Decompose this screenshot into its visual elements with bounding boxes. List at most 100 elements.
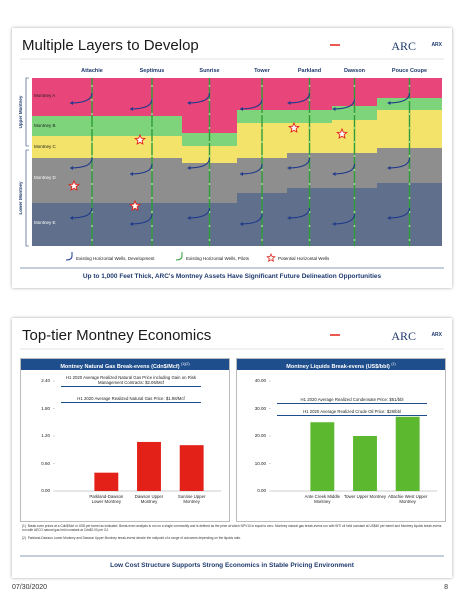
column-label: Sunrise: [199, 68, 219, 74]
zone-label: Upper Montney: [18, 95, 23, 128]
potential-well: [129, 199, 141, 211]
layer-label: Montney E: [34, 220, 56, 225]
y-tick-label: 20.00: [254, 433, 266, 438]
well-arrow: [130, 107, 133, 111]
slide: Top-tier Montney Economics ARC ARX Montn…: [12, 318, 452, 578]
well-arrow: [287, 101, 291, 105]
y-tick-label: 40.00: [254, 378, 266, 383]
panel-header: Montney Natural Gas Break-evens (Cdn$/Mc…: [21, 359, 229, 370]
well-marker: [408, 183, 411, 185]
well-marker: [308, 113, 311, 115]
well-marker: [91, 239, 93, 241]
column-label: Septimus: [140, 68, 165, 74]
x-tick-label: Attachie West Upper Montney: [387, 494, 428, 504]
column-label: Dawson: [344, 68, 366, 74]
well-marker: [151, 127, 153, 129]
y-tick-label: 1.20: [41, 433, 50, 438]
zone-label: Lower Montney: [18, 181, 23, 214]
y-tick-label: 0.60: [41, 460, 50, 466]
well-marker: [308, 155, 311, 157]
well-marker: [91, 225, 93, 227]
well-arrow: [387, 101, 391, 105]
layer-label: Montney D: [34, 175, 56, 180]
well-marker: [91, 141, 93, 143]
horizontal-well: [287, 92, 311, 104]
ticker: ARX: [431, 332, 442, 338]
logo: ARC: [391, 39, 416, 53]
well-marker: [261, 183, 263, 185]
x-tick-label: Ante Creek Middle Montney: [304, 494, 340, 504]
well-marker: [151, 197, 153, 199]
well-marker: [353, 127, 356, 129]
well-marker: [151, 225, 153, 227]
layer-band: [32, 98, 442, 146]
well-marker: [261, 127, 263, 129]
y-tick-label: 0.00: [41, 488, 50, 493]
well-arrow: [240, 172, 243, 176]
column-label: Parkland: [298, 68, 321, 74]
well-marker: [151, 169, 153, 171]
well-arrow: [287, 216, 291, 220]
well-marker: [408, 155, 411, 157]
well-marker: [353, 197, 356, 199]
well-marker: [91, 169, 93, 171]
well-arrow: [387, 216, 391, 220]
horizontal-well: [239, 213, 263, 225]
footnote-marker: (1): [22, 524, 26, 528]
potential-well: [288, 121, 300, 133]
well-arrow: [70, 166, 73, 170]
well-marker: [408, 85, 411, 87]
reference-note: H1 2020 Average Realized Crude Oil Price…: [277, 409, 427, 416]
well-arrow: [332, 172, 336, 176]
well-marker: [261, 225, 263, 227]
layer-band: [32, 148, 442, 203]
well-marker: [353, 141, 356, 143]
well-marker: [151, 85, 153, 87]
well-marker: [408, 197, 411, 199]
well-marker: [208, 113, 211, 115]
well-marker: [308, 141, 311, 143]
well-marker: [91, 197, 93, 199]
well-marker: [151, 239, 153, 241]
horizontal-well: [69, 92, 93, 104]
well-marker: [353, 225, 356, 227]
potential-well: [336, 127, 348, 139]
well-marker: [261, 169, 263, 171]
well-marker: [261, 113, 263, 115]
layer-band: [32, 183, 442, 246]
well-arrow: [130, 222, 133, 226]
well-arrow: [287, 166, 291, 170]
legend-icon: [266, 253, 276, 263]
well-arrow: [70, 101, 73, 105]
column-label: Attachie: [81, 68, 103, 74]
chart-panel: Montney Natural Gas Break-evens (Cdn$/Mc…: [20, 358, 230, 522]
chart-title: Montney Liquids Break-evens (US$/bbl): [286, 363, 390, 370]
horizontal-well: [239, 163, 263, 175]
layer-label: Montney C: [34, 144, 56, 149]
well-marker: [308, 127, 311, 129]
horizontal-well: [129, 163, 153, 175]
horizontal-well: [387, 157, 411, 169]
legend-label: Potential Horizontal Wells: [278, 256, 330, 261]
well-marker: [353, 113, 356, 115]
well-marker: [151, 183, 153, 185]
slide-graphics: [20, 334, 444, 557]
well-marker: [308, 169, 311, 171]
well-marker: [208, 99, 211, 101]
well-marker: [308, 99, 311, 101]
well-marker: [308, 197, 311, 199]
bar: [94, 472, 119, 491]
horizontal-well: [129, 213, 153, 225]
chart-title: Montney Natural Gas Break-evens (Cdn$/Mc…: [60, 363, 180, 370]
date: 07/30/2020: [12, 584, 48, 591]
well-arrow: [332, 107, 336, 111]
well-marker: [308, 225, 311, 227]
horizontal-well: [387, 207, 411, 219]
well-marker: [151, 113, 153, 115]
well-marker: [353, 183, 356, 185]
well-marker: [408, 127, 411, 129]
well-marker: [408, 169, 411, 171]
well-marker: [261, 239, 263, 241]
well-arrow: [240, 107, 243, 111]
well-marker: [208, 155, 211, 157]
